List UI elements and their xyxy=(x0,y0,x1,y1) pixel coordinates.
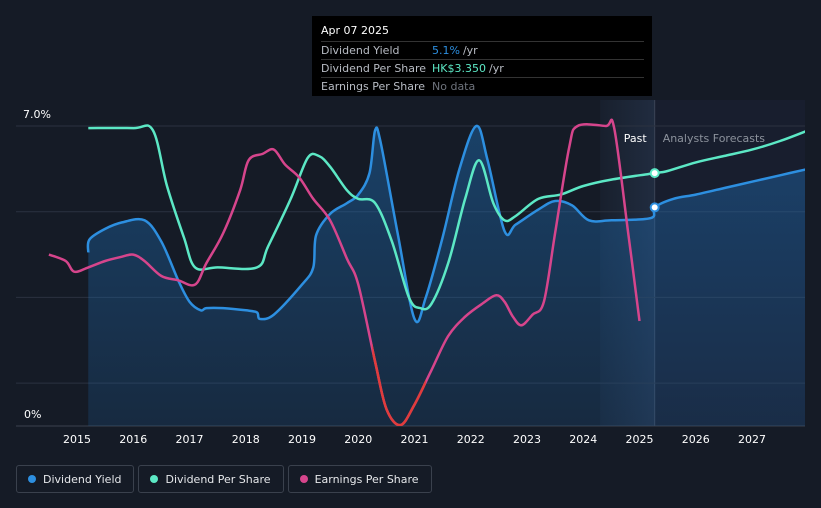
x-tick-label: 2019 xyxy=(288,433,316,446)
x-tick-label: 2027 xyxy=(738,433,766,446)
x-tick-label: 2017 xyxy=(176,433,204,446)
forecast-region-label: Analysts Forecasts xyxy=(663,132,766,145)
legend-label: Dividend Yield xyxy=(43,472,122,486)
tooltip-label: Earnings Per Share xyxy=(321,80,426,93)
earnings-per-share-line xyxy=(48,118,641,426)
dividend-yield-area xyxy=(87,125,805,426)
legend-dot-icon xyxy=(299,475,308,483)
legend-toggle-dividend-yield[interactable]: Dividend Yield xyxy=(16,465,135,493)
x-tick-label: 2025 xyxy=(626,433,654,446)
x-tick-label: 2024 xyxy=(569,433,597,446)
chart-legend: Dividend Yield Dividend Per Share Earnin… xyxy=(16,465,432,493)
tooltip-label: Dividend Per Share xyxy=(321,62,427,75)
tooltip-row-dividend-per-share: Dividend Per Share HK$3.350 /yr xyxy=(321,60,644,78)
x-tick-label: 2026 xyxy=(682,433,710,446)
x-tick-label: 2020 xyxy=(344,433,372,446)
legend-label: Dividend Per Share xyxy=(165,472,271,486)
y-tick-label: 0% xyxy=(24,408,41,421)
tooltip-date: Apr 07 2025 xyxy=(321,20,644,42)
y-tick-label: 7.0% xyxy=(23,108,51,121)
dividend-yield-hover-marker xyxy=(649,202,660,213)
tooltip-unit: /yr xyxy=(488,62,504,75)
past-region-label: Past xyxy=(624,132,648,145)
tooltip-label: Dividend Yield xyxy=(321,44,400,57)
legend-toggle-dividend-per-share[interactable]: Dividend Per Share xyxy=(138,465,284,493)
tooltip-row-dividend-yield: Dividend Yield 5.1% /yr xyxy=(321,42,644,60)
x-tick-label: 2023 xyxy=(513,433,541,446)
tooltip-row-earnings-per-share: Earnings Per Share No data xyxy=(321,78,644,95)
tooltip-unit: /yr xyxy=(462,44,478,57)
x-tick-label: 2016 xyxy=(119,433,147,446)
tooltip-value: HK$3.350 xyxy=(432,62,486,75)
tooltip-value: No data xyxy=(432,80,476,93)
legend-toggle-earnings-per-share[interactable]: Earnings Per Share xyxy=(287,465,432,493)
dividend-per-share-hover-marker xyxy=(649,168,660,179)
legend-dot-icon xyxy=(150,475,159,483)
tooltip-value: 5.1% xyxy=(432,44,460,57)
x-tick-label: 2018 xyxy=(232,433,260,446)
legend-label: Earnings Per Share xyxy=(314,472,419,486)
x-tick-label: 2015 xyxy=(63,433,91,446)
x-tick-label: 2022 xyxy=(457,433,485,446)
hover-tooltip: Apr 07 2025 Dividend Yield 5.1% /yr Divi… xyxy=(312,16,652,96)
legend-dot-icon xyxy=(28,475,36,483)
x-tick-label: 2021 xyxy=(401,433,429,446)
